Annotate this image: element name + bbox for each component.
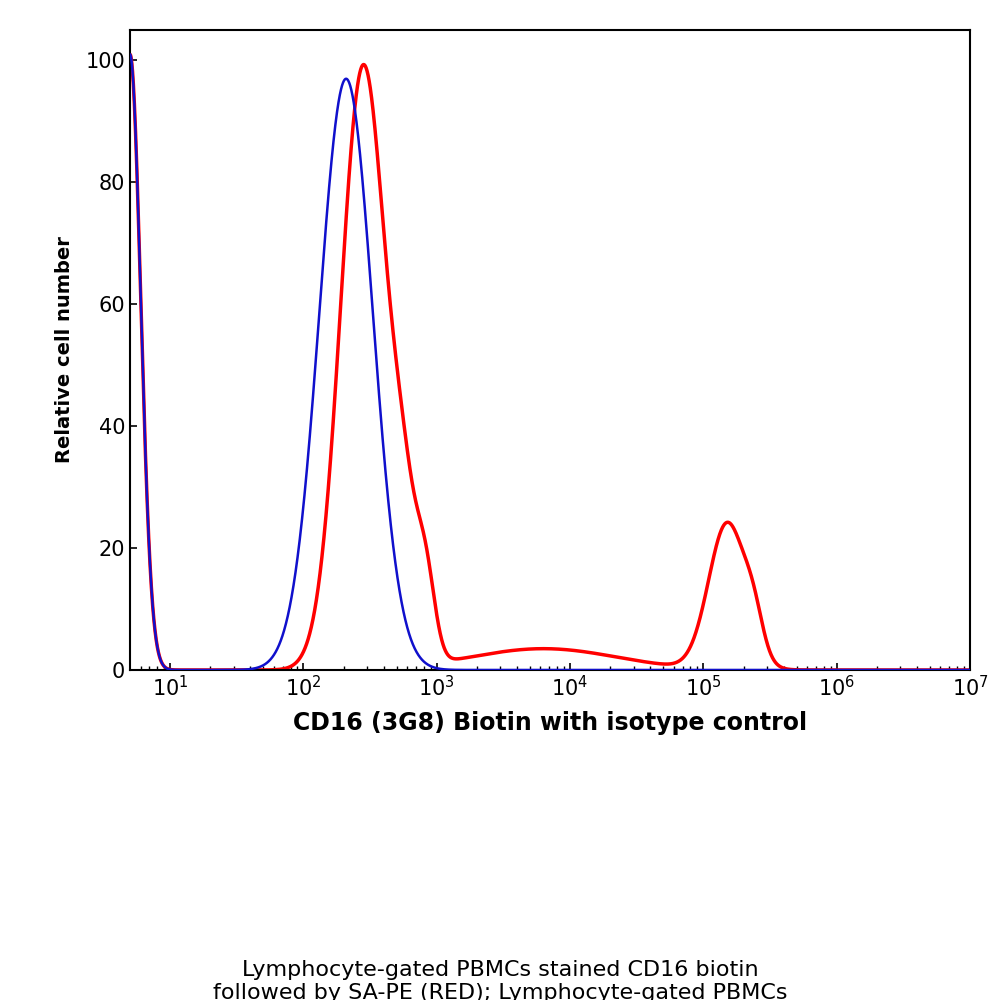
X-axis label: CD16 (3G8) Biotin with isotype control: CD16 (3G8) Biotin with isotype control (293, 711, 807, 735)
Y-axis label: Relative cell number: Relative cell number (55, 237, 74, 463)
Text: Lymphocyte-gated PBMCs stained CD16 biotin
followed by SA-PE (RED); Lymphocyte-g: Lymphocyte-gated PBMCs stained CD16 biot… (213, 960, 787, 1000)
